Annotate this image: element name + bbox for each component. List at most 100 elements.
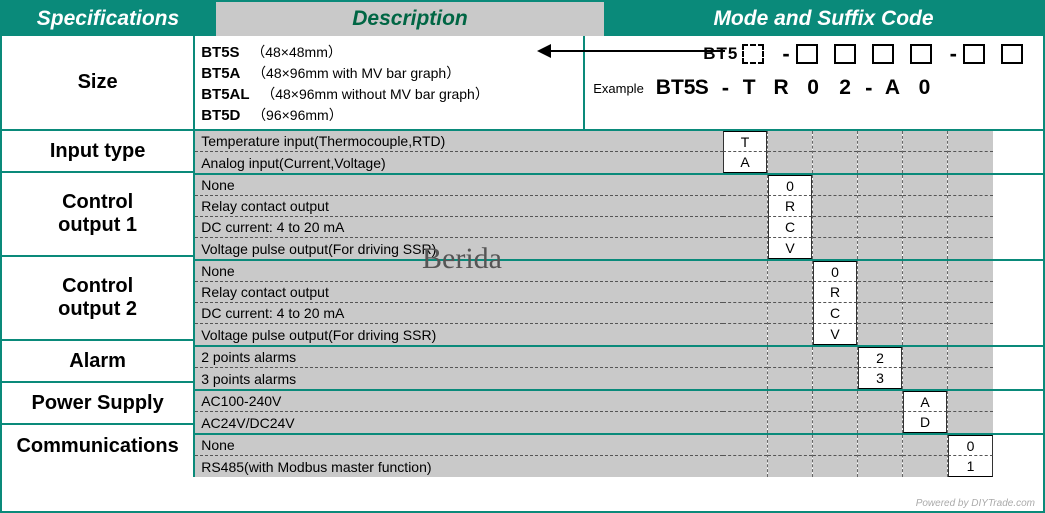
code-cell — [723, 347, 767, 368]
desc-text: Relay contact output — [201, 198, 329, 214]
code-col-5 — [948, 391, 993, 433]
code-col-5 — [948, 131, 993, 173]
code-cell — [858, 196, 902, 217]
code-cell — [903, 456, 947, 477]
pattern-slot — [872, 44, 894, 64]
code-cell: V — [813, 324, 857, 345]
code-col-0 — [723, 175, 768, 259]
section-co2: NoneRelay contact outputDC current: 4 to… — [195, 261, 1043, 347]
code-cell — [858, 282, 902, 303]
desc-line: 2 points alarms — [195, 347, 723, 368]
code-cell — [723, 391, 767, 412]
desc-text: None — [201, 263, 234, 279]
desc-line: Voltage pulse output(For driving SSR) — [195, 324, 723, 345]
code-columns: AD — [723, 391, 1043, 433]
desc-text: None — [201, 437, 234, 453]
label-comm: Communications — [2, 425, 193, 467]
code-cell — [948, 282, 993, 303]
code-cell — [948, 324, 993, 345]
code-col-5 — [948, 175, 993, 259]
desc-line: Analog input(Current,Voltage) — [195, 152, 723, 173]
code-cell — [903, 217, 947, 238]
desc-text: RS485(with Modbus master function) — [201, 459, 431, 475]
code-col-1 — [768, 435, 813, 477]
code-cell — [858, 435, 902, 456]
code-col-2 — [813, 391, 858, 433]
code-cell — [768, 303, 812, 324]
code-col-4 — [903, 261, 948, 345]
pattern-row: BT5-- — [703, 40, 1035, 68]
example-label: Example — [593, 81, 644, 96]
size-models: BT5S （48×48mm）BT5A （48×96mm with MV bar … — [195, 36, 585, 129]
code-cell — [948, 368, 993, 389]
code-cell — [768, 412, 812, 433]
section-lines: AC100-240VAC24V/DC24V — [195, 391, 723, 433]
code-cell — [903, 435, 947, 456]
code-col-3 — [858, 391, 903, 433]
code-col-1 — [768, 391, 813, 433]
arrow-head-icon — [537, 44, 551, 58]
code-cell — [948, 152, 993, 173]
code-col-4: AD — [903, 391, 948, 433]
code-cell: C — [813, 303, 857, 324]
code-cell: 3 — [858, 368, 902, 389]
code-cell — [903, 131, 947, 152]
pattern-slot — [963, 44, 985, 64]
code-cell — [723, 412, 767, 433]
code-cell — [723, 261, 767, 282]
code-col-5: 01 — [948, 435, 993, 477]
code-cell — [723, 238, 767, 259]
code-col-3: 23 — [858, 347, 903, 389]
section-comm: None RS485(with Modbus master function) 01 — [195, 435, 1043, 477]
code-cell — [948, 217, 993, 238]
desc-text: 2 points alarms — [201, 349, 296, 365]
code-col-1: 0RCV — [768, 175, 813, 259]
code-cell — [948, 238, 993, 259]
pattern-slot — [742, 44, 764, 64]
code-columns: 0RCV — [723, 261, 1043, 345]
code-cell — [858, 238, 902, 259]
code-cell — [903, 324, 947, 345]
desc-text: DC current: 4 to 20 mA — [201, 219, 344, 235]
section-lines: None RS485(with Modbus master function) — [195, 435, 723, 477]
code-cell — [768, 391, 812, 412]
code-cell — [903, 261, 947, 282]
code-cell — [948, 131, 993, 152]
desc-text: AC24V/DC24V — [201, 415, 294, 431]
code-cell: C — [768, 217, 812, 238]
example-char: S — [688, 76, 716, 100]
code-col-4 — [903, 175, 948, 259]
header-row: Specifications Description Mode and Suff… — [2, 2, 1043, 36]
desc-text: None — [201, 177, 234, 193]
code-col-0: TA — [723, 131, 768, 173]
example-char: - — [863, 75, 874, 101]
code-columns: 23 — [723, 347, 1043, 389]
pattern-slot — [910, 44, 932, 64]
code-col-2 — [813, 131, 858, 173]
desc-line: Relay contact output — [195, 282, 723, 303]
desc-text: 3 points alarms — [201, 371, 296, 387]
desc-line: RS485(with Modbus master function) — [195, 456, 723, 477]
grid-area: Temperature input(Thermocouple,RTD)Analo… — [195, 131, 1043, 477]
desc-line: Relay contact output — [195, 196, 723, 217]
pattern-slot — [796, 44, 818, 64]
code-cell — [903, 347, 947, 368]
size-model-line: BT5AL （48×96mm without MV bar graph） — [201, 84, 577, 105]
code-cell — [948, 196, 993, 217]
example-char: 2 — [831, 76, 859, 100]
spec-table: Specifications Description Mode and Suff… — [0, 0, 1045, 513]
desc-line: DC current: 4 to 20 mA — [195, 217, 723, 238]
size-model-line: BT5D （96×96mm） — [201, 105, 577, 126]
code-col-0 — [723, 261, 768, 345]
section-alarm: 2 points alarms 3 points alarms 23 — [195, 347, 1043, 391]
code-cell — [723, 196, 767, 217]
code-cell — [723, 303, 767, 324]
code-cell — [723, 324, 767, 345]
code-cell — [858, 217, 902, 238]
code-col-1 — [768, 347, 813, 389]
code-cell — [813, 217, 857, 238]
size-model-line: BT5S （48×48mm） — [201, 42, 577, 63]
code-cell — [813, 412, 857, 433]
pattern-dash: - — [780, 41, 791, 67]
example-row: ExampleBT5S-TR02-A0 — [593, 74, 1035, 102]
